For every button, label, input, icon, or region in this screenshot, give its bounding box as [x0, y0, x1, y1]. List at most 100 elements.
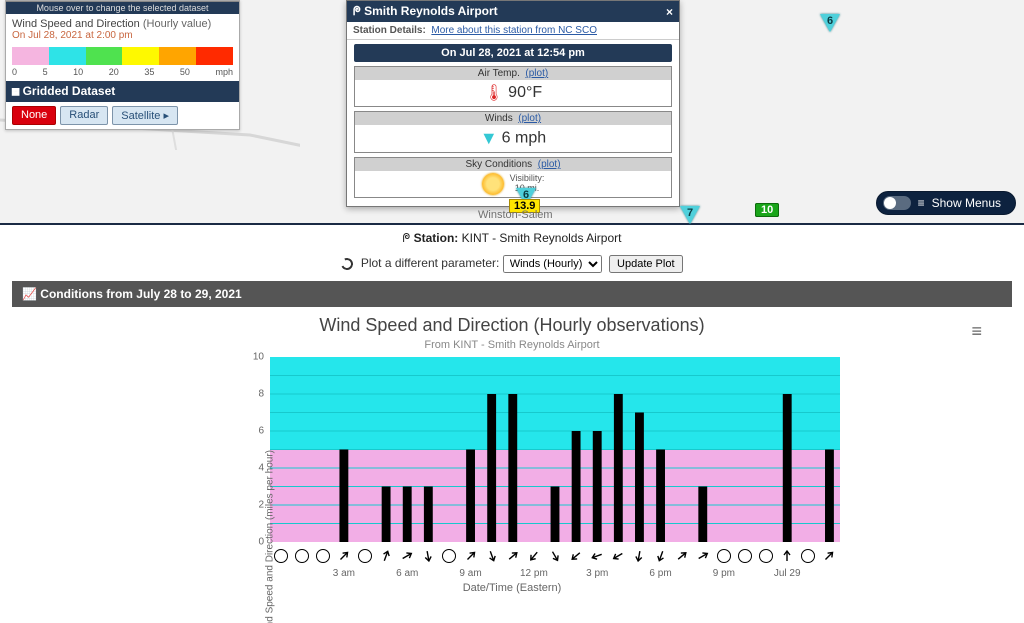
wind-chart-svg	[270, 357, 840, 542]
wind-dir-arrow	[337, 549, 351, 563]
metric-sky: Sky Conditions (plot)Visibility:10 mi.	[354, 157, 672, 198]
bar	[783, 394, 792, 542]
wind-dir-arrow	[548, 549, 562, 563]
bar	[382, 487, 391, 543]
wind-dir-calm	[738, 549, 752, 563]
station-popup-body: On Jul 28, 2021 at 12:54 pm Air Temp. (p…	[347, 40, 679, 206]
station-bar-name: Smith Reynolds Airport	[499, 231, 621, 245]
gridded-btn-satellite[interactable]: Satellite ▸	[112, 106, 178, 125]
map-marker[interactable]: 7	[680, 206, 700, 230]
wind-dir-arrow	[590, 549, 604, 563]
metric-air_temp: Air Temp. (plot)🌡90°F	[354, 66, 672, 107]
chart-menu-icon[interactable]: ≡	[971, 321, 982, 342]
plot-param-select[interactable]: Winds (Hourly)	[503, 255, 602, 273]
wind-color-legend	[12, 47, 233, 65]
wind-dir-arrow	[485, 549, 499, 563]
station-details-row: Station Details: More about this station…	[347, 22, 679, 40]
met-param-sub: (Hourly value)	[143, 18, 211, 30]
wind-dir-arrow	[822, 549, 836, 563]
bar	[614, 394, 623, 542]
station-popup-timebar: On Jul 28, 2021 at 12:54 pm	[354, 44, 672, 62]
metric-winds: Winds (plot)▼6 mph	[354, 111, 672, 153]
bar	[698, 487, 707, 543]
wind-dir-arrow	[675, 549, 689, 563]
wind-chart-plot[interactable]: Wind Speed and Direction (miles per hour…	[270, 357, 840, 542]
met-panel-param: Wind Speed and Direction (Hourly value)	[6, 14, 239, 30]
wind-dir-calm	[295, 549, 309, 563]
meteorology-dataset-panel: Mouse over to change the selected datase…	[5, 0, 240, 130]
station-icon: ᖘ	[353, 4, 361, 18]
wind-dir-arrow	[379, 549, 393, 563]
xtick: 3 pm	[586, 568, 608, 579]
xtick: Jul 29	[774, 568, 801, 579]
conditions-bar: 📈 Conditions from July 28 to 29, 2021	[12, 281, 1012, 307]
xtick: 3 am	[333, 568, 355, 579]
bar	[508, 394, 517, 542]
update-plot-button[interactable]: Update Plot	[609, 255, 682, 273]
station-bar: ᖘ Station: KINT - Smith Reynolds Airport	[0, 225, 1024, 249]
xtick: 12 pm	[520, 568, 548, 579]
plot-link-air_temp[interactable]: (plot)	[525, 68, 548, 79]
station-popup-title: ᖘ Smith Reynolds Airport	[353, 4, 498, 19]
station-details-link[interactable]: More about this station from NC SCO	[431, 25, 597, 36]
gridded-dataset-buttons: NoneRadarSatellite ▸	[6, 102, 239, 129]
wind-dir-calm	[717, 549, 731, 563]
city-label-winston-salem: Winston-Salem	[478, 209, 553, 221]
station-bar-code: KINT	[462, 231, 489, 245]
wind-dir-arrow	[632, 549, 646, 563]
wind-dir-arrow	[654, 549, 668, 563]
wind-dir-arrow	[569, 549, 583, 563]
map-area[interactable]: Mouse over to change the selected datase…	[0, 0, 1024, 225]
chart-subtitle: From KINT - Smith Reynolds Airport	[22, 339, 1002, 351]
show-menus-toggle[interactable]	[883, 196, 911, 210]
xtick: 9 pm	[713, 568, 735, 579]
wind-dir-calm	[274, 549, 288, 563]
station-info-popup: ᖘ Smith Reynolds Airport × Station Detai…	[346, 0, 680, 207]
close-icon[interactable]: ×	[666, 5, 673, 19]
chart-container: Wind Speed and Direction (Hourly observa…	[12, 307, 1012, 598]
chart-title: Wind Speed and Direction (Hourly observa…	[22, 315, 1002, 336]
plot-link-sky[interactable]: (plot)	[538, 159, 561, 170]
bar	[466, 450, 475, 543]
chart-icon: 📈	[22, 287, 37, 301]
map-marker[interactable]: 10	[755, 204, 779, 216]
plot-controls: Plot a different parameter: Winds (Hourl…	[0, 249, 1024, 281]
met-param-label: Wind Speed and Direction	[12, 18, 140, 30]
metric-value-winds: 6 mph	[502, 130, 546, 147]
wind-arrow-icon: ▼	[480, 128, 498, 149]
xtick: 6 pm	[649, 568, 671, 579]
bar	[825, 450, 834, 543]
hamburger-icon: ≡	[918, 196, 925, 210]
wind-dir-arrow	[506, 549, 520, 563]
wind-dir-arrow	[780, 549, 794, 563]
plot-param-label: Plot a different parameter:	[361, 256, 500, 270]
bar	[593, 431, 602, 542]
bar	[635, 413, 644, 543]
met-panel-hint: Mouse over to change the selected datase…	[6, 1, 239, 14]
wind-dir-calm	[316, 549, 330, 563]
bar	[424, 487, 433, 543]
plot-link-winds[interactable]: (plot)	[518, 113, 541, 124]
bar	[487, 394, 496, 542]
xtick: 9 am	[459, 568, 481, 579]
met-panel-timestamp: On Jul 28, 2021 at 2:00 pm	[6, 30, 239, 45]
map-marker[interactable]: 6	[820, 14, 840, 38]
wind-dir-calm	[358, 549, 372, 563]
gridded-btn-none[interactable]: None	[12, 106, 56, 125]
show-menus-button[interactable]: ≡ Show Menus	[876, 191, 1016, 215]
wind-dir-arrow	[421, 549, 435, 563]
xaxis-label: Date/Time (Eastern)	[22, 582, 1002, 594]
gridded-btn-radar[interactable]: Radar	[60, 106, 108, 125]
bar	[551, 487, 560, 543]
show-menus-label: Show Menus	[932, 196, 1001, 210]
thermometer-icon: 🌡	[484, 83, 504, 103]
wind-dir-arrow	[464, 549, 478, 563]
bar	[656, 450, 665, 543]
xtick: 6 am	[396, 568, 418, 579]
wind-dir-calm	[801, 549, 815, 563]
refresh-icon[interactable]	[340, 256, 355, 271]
station-icon: ᖘ	[403, 231, 411, 245]
bar	[403, 487, 412, 543]
metric-value-air_temp: 90°F	[508, 84, 542, 101]
wind-dir-arrow	[611, 549, 625, 563]
